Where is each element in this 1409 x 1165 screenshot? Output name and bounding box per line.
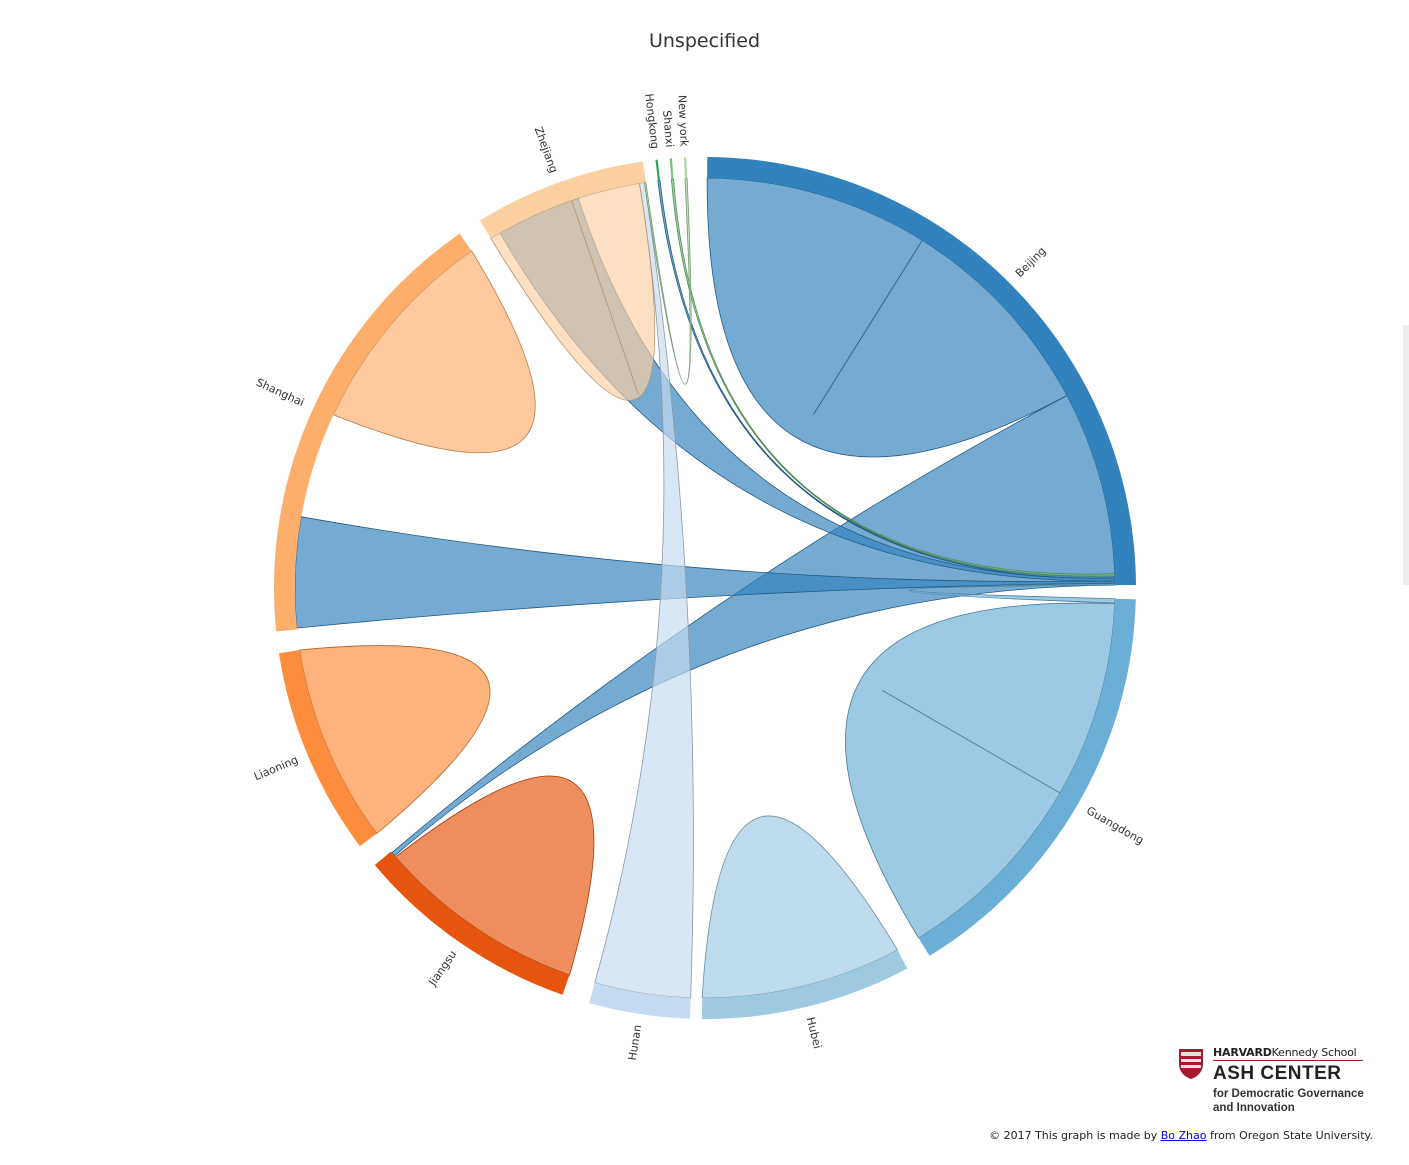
footer-suffix: from Oregon State University. — [1206, 1129, 1373, 1142]
scrollbar[interactable] — [1403, 325, 1409, 585]
label-jiangsu: Jiangsu — [425, 948, 459, 989]
ribbon-hubei-hubei[interactable] — [701, 815, 899, 999]
ribbon-liaoning-liaoning[interactable] — [299, 645, 491, 835]
label-zhejiang: Zhejiang — [532, 125, 561, 175]
arc-hunan[interactable] — [589, 982, 691, 1019]
group-arcs — [274, 157, 1136, 1020]
ribbon-beijing-shanghai[interactable] — [294, 516, 1116, 629]
arc-jiangsu[interactable] — [374, 851, 570, 995]
label-guangdong: Guangdong — [1084, 804, 1146, 847]
arc-shanxi[interactable] — [669, 158, 674, 180]
arc-liaoning[interactable] — [278, 650, 377, 847]
logo-harvard: HARVARD — [1213, 1046, 1272, 1059]
chart-title: Unspecified — [648, 30, 761, 52]
label-shanxi: Shanxi — [660, 110, 676, 148]
label-hunan: Hunan — [626, 1024, 644, 1062]
label-liaoning: Liaoning — [252, 753, 300, 783]
label-beijing: Beijing — [1013, 244, 1049, 280]
label-hubei: Hubei — [804, 1016, 824, 1050]
arc-shanghai[interactable] — [274, 233, 472, 632]
footer-credit: © 2017 This graph is made by Bo Zhao fro… — [989, 1129, 1373, 1142]
logo-school: HARVARDKennedy School — [1213, 1046, 1357, 1059]
ribbon-jiangsu-jiangsu[interactable] — [394, 775, 595, 976]
arc-hubei[interactable] — [701, 950, 908, 1020]
label-hongkong: Hongkong — [642, 93, 661, 150]
ribbon-new-york-zhejiang[interactable] — [643, 177, 692, 385]
ribbon-guangdong-guangdong[interactable] — [845, 602, 1116, 939]
logo-rule — [1213, 1060, 1363, 1061]
ribbon-zhejiang-zhejiang[interactable] — [490, 182, 656, 401]
arc-new-york[interactable] — [683, 157, 688, 179]
logo-kennedy-school: Kennedy School — [1271, 1046, 1357, 1059]
author-link[interactable]: Bo Zhao — [1160, 1129, 1207, 1142]
logo-ash-center: ASH CENTER — [1213, 1063, 1342, 1084]
logo-subtitle-1: for Democratic Governance — [1213, 1088, 1364, 1100]
arc-hongkong[interactable] — [655, 159, 661, 181]
ribbon-shanghai-shanghai[interactable] — [332, 250, 536, 454]
ribbons — [294, 177, 1116, 999]
logo-subtitle-2: and Innovation — [1213, 1102, 1295, 1114]
arc-guangdong[interactable] — [918, 598, 1136, 956]
ash-center-logo: HARVARDKennedy School ASH CENTER for Dem… — [1178, 1046, 1388, 1116]
label-shanghai: Shanghai — [254, 376, 306, 409]
footer-prefix: © 2017 This graph is made by — [989, 1129, 1161, 1142]
harvard-shield-icon — [1179, 1049, 1203, 1079]
arc-zhejiang[interactable] — [479, 161, 646, 239]
label-new-york: New york — [675, 95, 690, 148]
